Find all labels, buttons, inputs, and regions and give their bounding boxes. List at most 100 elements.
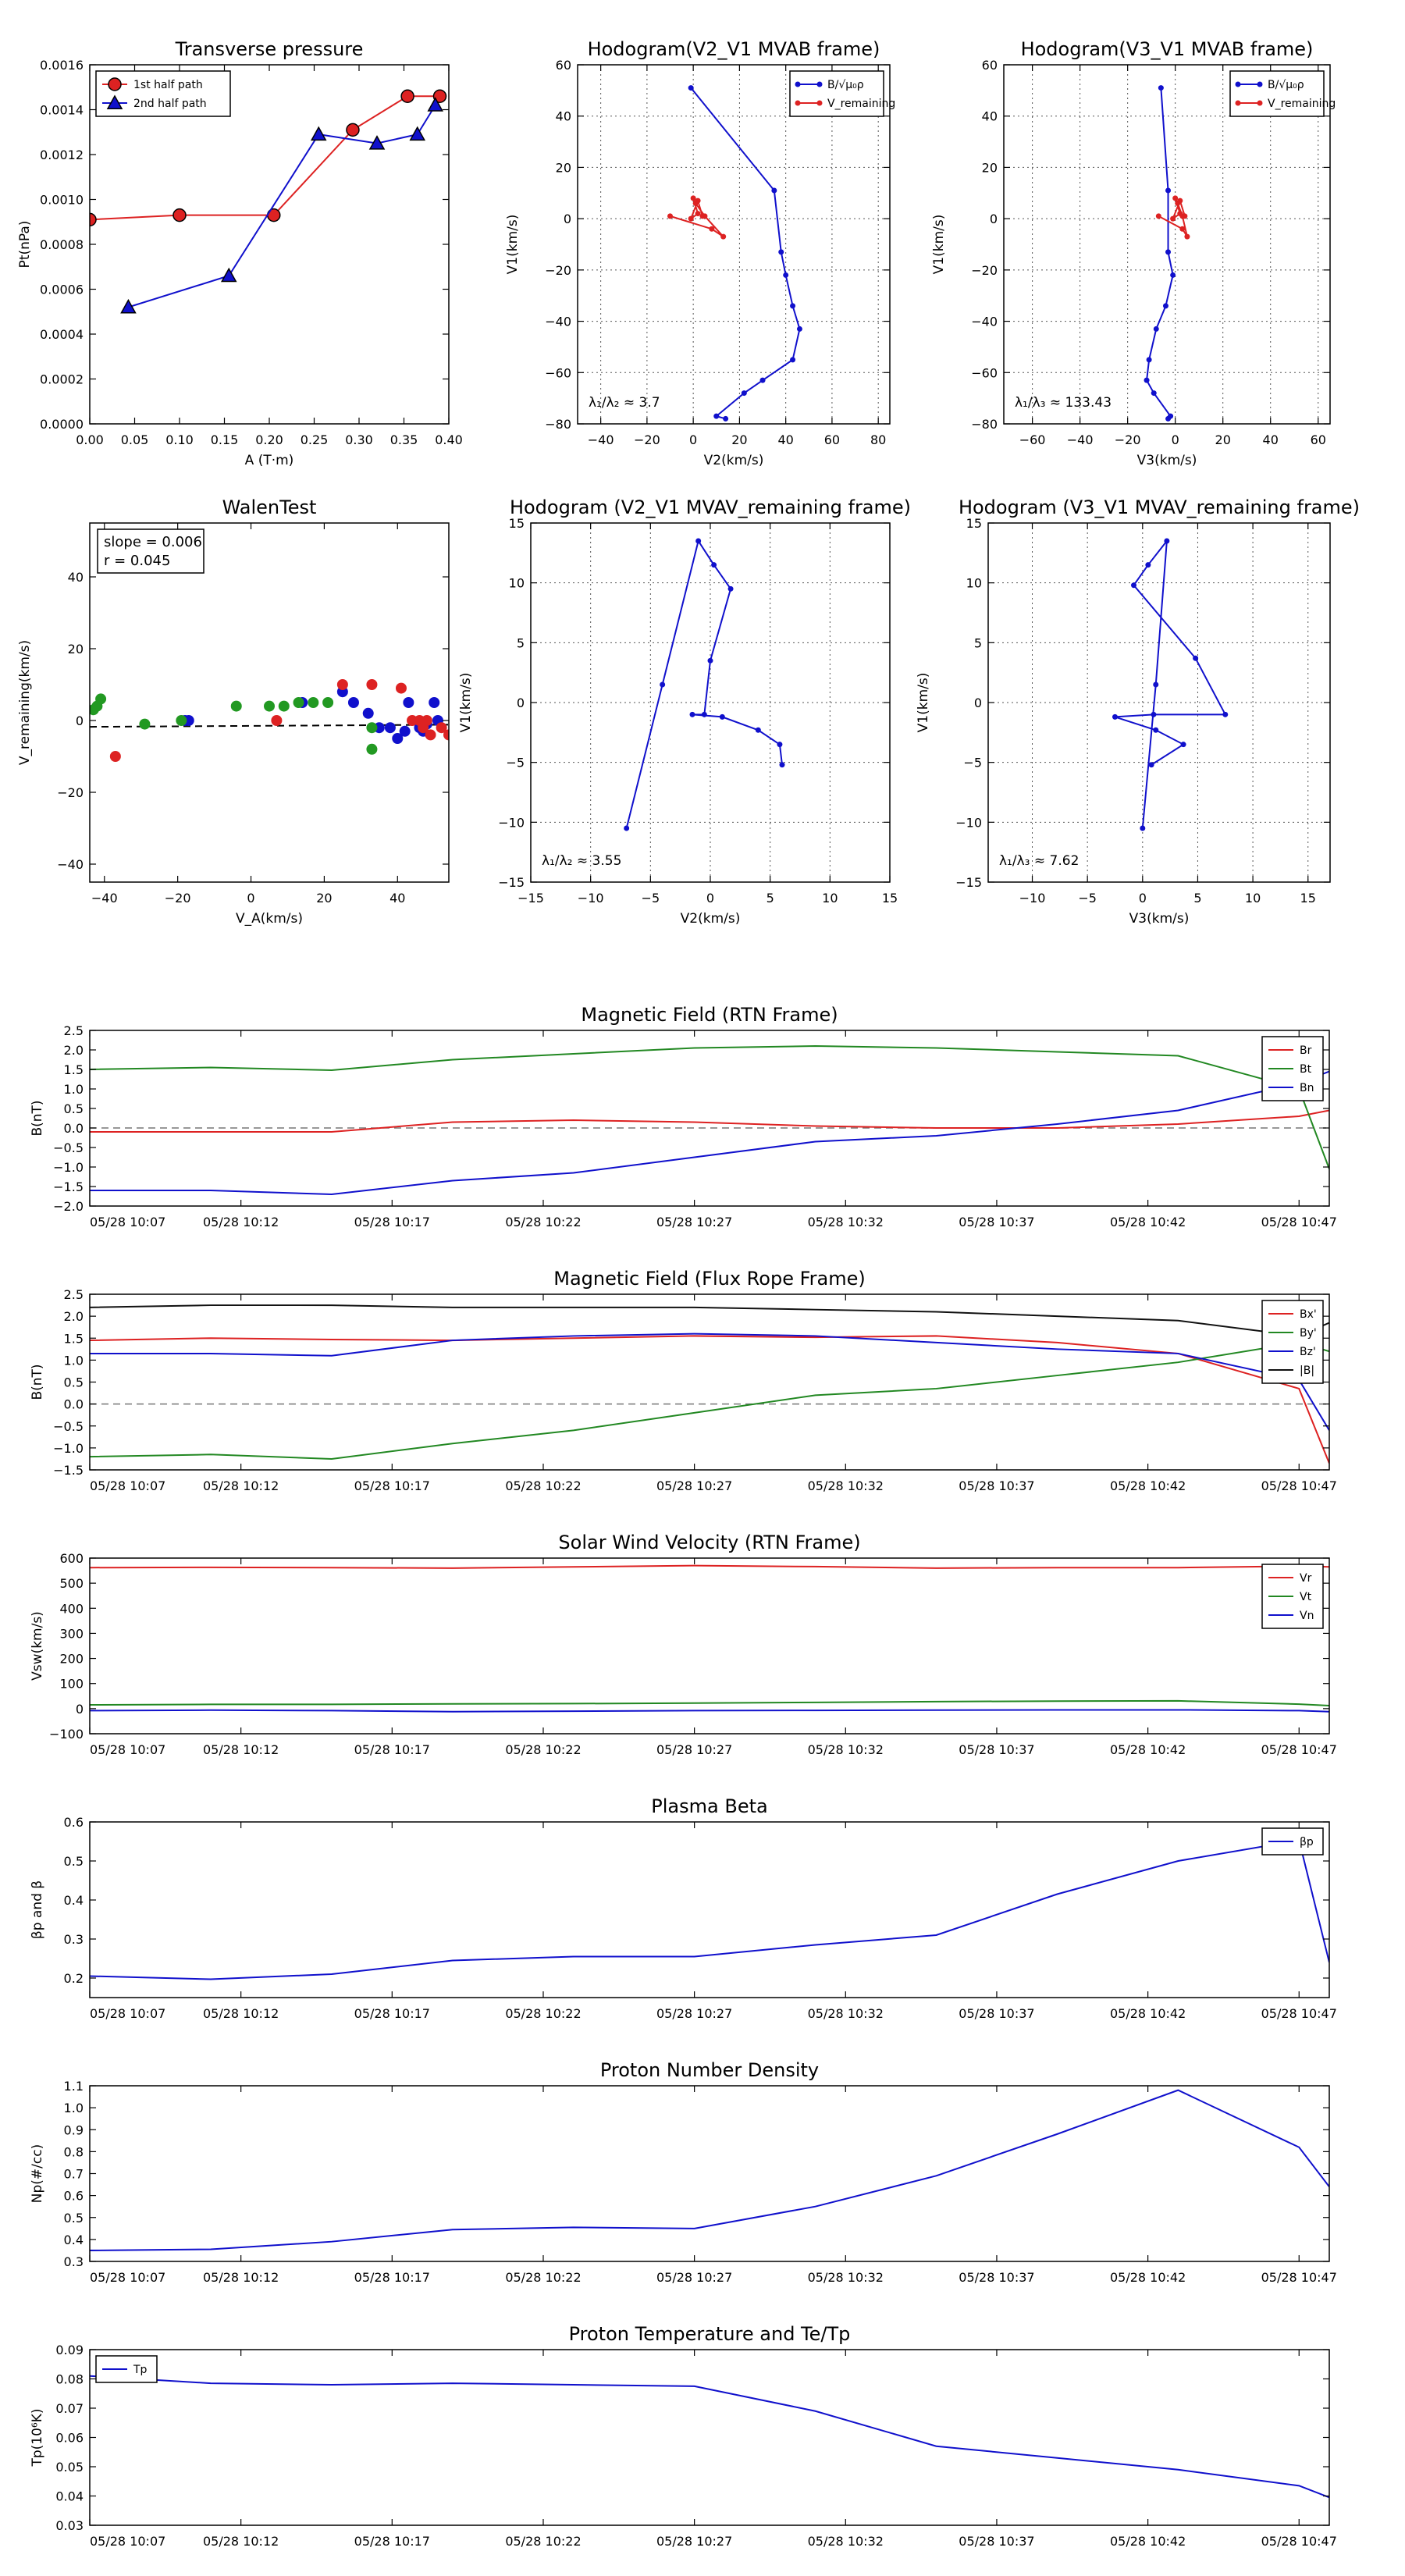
x-tick-label: 0.05	[121, 432, 149, 447]
scatter-point	[308, 697, 319, 708]
data-layer	[90, 2375, 1329, 2499]
legend-label: Tp	[133, 2364, 148, 2376]
data-point	[779, 762, 785, 768]
y-axis-label: Vsw(km/s)	[30, 1611, 45, 1681]
scatter-point	[293, 697, 304, 708]
series--p-line	[90, 1839, 1329, 1980]
x-tick-label: 0.15	[211, 432, 239, 447]
x-tick-label: 05/28 10:12	[203, 1215, 279, 1229]
y-tick-label: 0.03	[55, 2518, 84, 2533]
y-tick-label: 300	[59, 1626, 84, 1641]
x-tick-label: 0.20	[255, 432, 283, 447]
chart-h2: −60 −40 −20 0 20 40 60 −80 −60 −40 −20 0 20 40 60 Hodog…	[931, 38, 1336, 468]
y-tick-label: 0.5	[64, 1854, 84, 1869]
y-tick-label: 40	[556, 109, 571, 124]
y-tick-label: 0.07	[55, 2401, 84, 2416]
data-point	[1177, 197, 1183, 204]
data-point	[709, 226, 715, 232]
data-point	[1155, 213, 1161, 219]
scatter-point	[264, 700, 275, 712]
series-bn-line	[90, 1070, 1329, 1196]
data-point	[1193, 655, 1199, 661]
legend-marker	[108, 77, 122, 91]
y-tick-label: 0.0	[64, 1121, 84, 1136]
legend-marker	[1257, 81, 1263, 87]
data-point	[755, 727, 761, 733]
data-layer	[90, 1564, 1329, 1713]
chart-title: Hodogram(V2_V1 MVAB frame)	[588, 38, 880, 60]
x-tick-label: 05/28 10:37	[959, 1478, 1034, 1493]
data-point	[688, 215, 694, 222]
data-point	[1153, 681, 1159, 688]
axes-frame	[89, 1557, 1330, 1735]
y-tick-label: −40	[545, 315, 571, 329]
data-point	[1140, 825, 1146, 831]
data-point	[1165, 415, 1172, 422]
data-point	[346, 123, 360, 137]
chart-vsw: 05/28 10:07 05/28 10:12 05/28 10:17 05/28 1…	[30, 1532, 1337, 1757]
data-layer	[1144, 85, 1190, 422]
data-point	[427, 97, 444, 112]
y-tick-label: 60	[982, 58, 998, 73]
chart-title: Hodogram(V3_V1 MVAB frame)	[1021, 38, 1314, 60]
x-axis-label: V3(km/s)	[1137, 453, 1197, 468]
x-tick-label: 05/28 10:27	[656, 2270, 732, 2285]
data-point	[711, 562, 717, 568]
y-tick-label: 500	[59, 1576, 84, 1591]
data-point	[1146, 357, 1152, 363]
x-tick-label: 05/28 10:17	[354, 2006, 430, 2021]
y-tick-label: 0.3	[64, 1932, 84, 1947]
x-tick-label: 05/28 10:47	[1261, 1478, 1337, 1493]
x-tick-label: 0.10	[165, 432, 194, 447]
y-tick-label: 0.09	[55, 2343, 84, 2357]
chart-title: Plasma Beta	[651, 1795, 767, 1817]
scatter-point	[95, 693, 107, 705]
x-tick-label: 0	[1172, 432, 1179, 447]
data-layer	[667, 85, 802, 422]
x-tick-label: 60	[1311, 432, 1326, 447]
data-point	[695, 197, 701, 204]
x-axis-label: V3(km/s)	[1129, 911, 1190, 927]
x-tick-label: 05/28 10:47	[1261, 2006, 1337, 2021]
data-point	[720, 233, 727, 240]
x-tick-label: 40	[389, 891, 405, 906]
x-tick-label: 05/28 10:32	[808, 2270, 884, 2285]
x-tick-label: 05/28 10:07	[90, 2534, 165, 2549]
y-tick-label: 0.6	[64, 2189, 84, 2204]
scatter-point	[347, 697, 359, 708]
y-tick-label: −15	[955, 875, 982, 890]
y-axis-label: V1(km/s)	[931, 215, 947, 275]
data-point	[220, 267, 237, 283]
x-tick-label: −40	[1067, 432, 1094, 447]
x-tick-label: 10	[822, 891, 838, 906]
data-layer	[90, 1304, 1329, 1464]
legend-marker	[1235, 81, 1241, 87]
x-tick-label: −40	[91, 891, 118, 906]
x-tick-label: 5	[767, 891, 774, 906]
y-tick-label: −5	[506, 756, 525, 770]
y-tick-label: 0	[974, 696, 982, 710]
x-tick-label: 05/28 10:47	[1261, 2534, 1337, 2549]
x-tick-label: 10	[1245, 891, 1261, 906]
legend-label: V_remaining	[1268, 98, 1336, 110]
chart-title: WalenTest	[222, 496, 317, 518]
annotation-box	[97, 528, 205, 574]
annotation-text: slope = 0.006	[104, 534, 202, 550]
axes-frame	[89, 1293, 1330, 1471]
legend-marker	[795, 100, 801, 106]
x-axis-label: V_A(km/s)	[236, 911, 303, 927]
legend-label: Vt	[1300, 1591, 1312, 1603]
data-point	[1170, 272, 1176, 278]
y-tick-label: −40	[57, 857, 84, 872]
x-tick-label: 05/28 10:32	[808, 1215, 884, 1229]
x-tick-label: −10	[1019, 891, 1046, 906]
y-axis-label: V_remaining(km/s)	[17, 640, 33, 765]
x-tick-label: 05/28 10:42	[1110, 2006, 1186, 2021]
y-tick-label: 600	[59, 1551, 84, 1566]
data-point	[1170, 215, 1176, 222]
x-axis-label: V2(km/s)	[704, 453, 764, 468]
data-layer	[1112, 538, 1229, 831]
data-point	[120, 298, 137, 314]
data-point	[713, 413, 720, 419]
data-point	[409, 126, 426, 141]
